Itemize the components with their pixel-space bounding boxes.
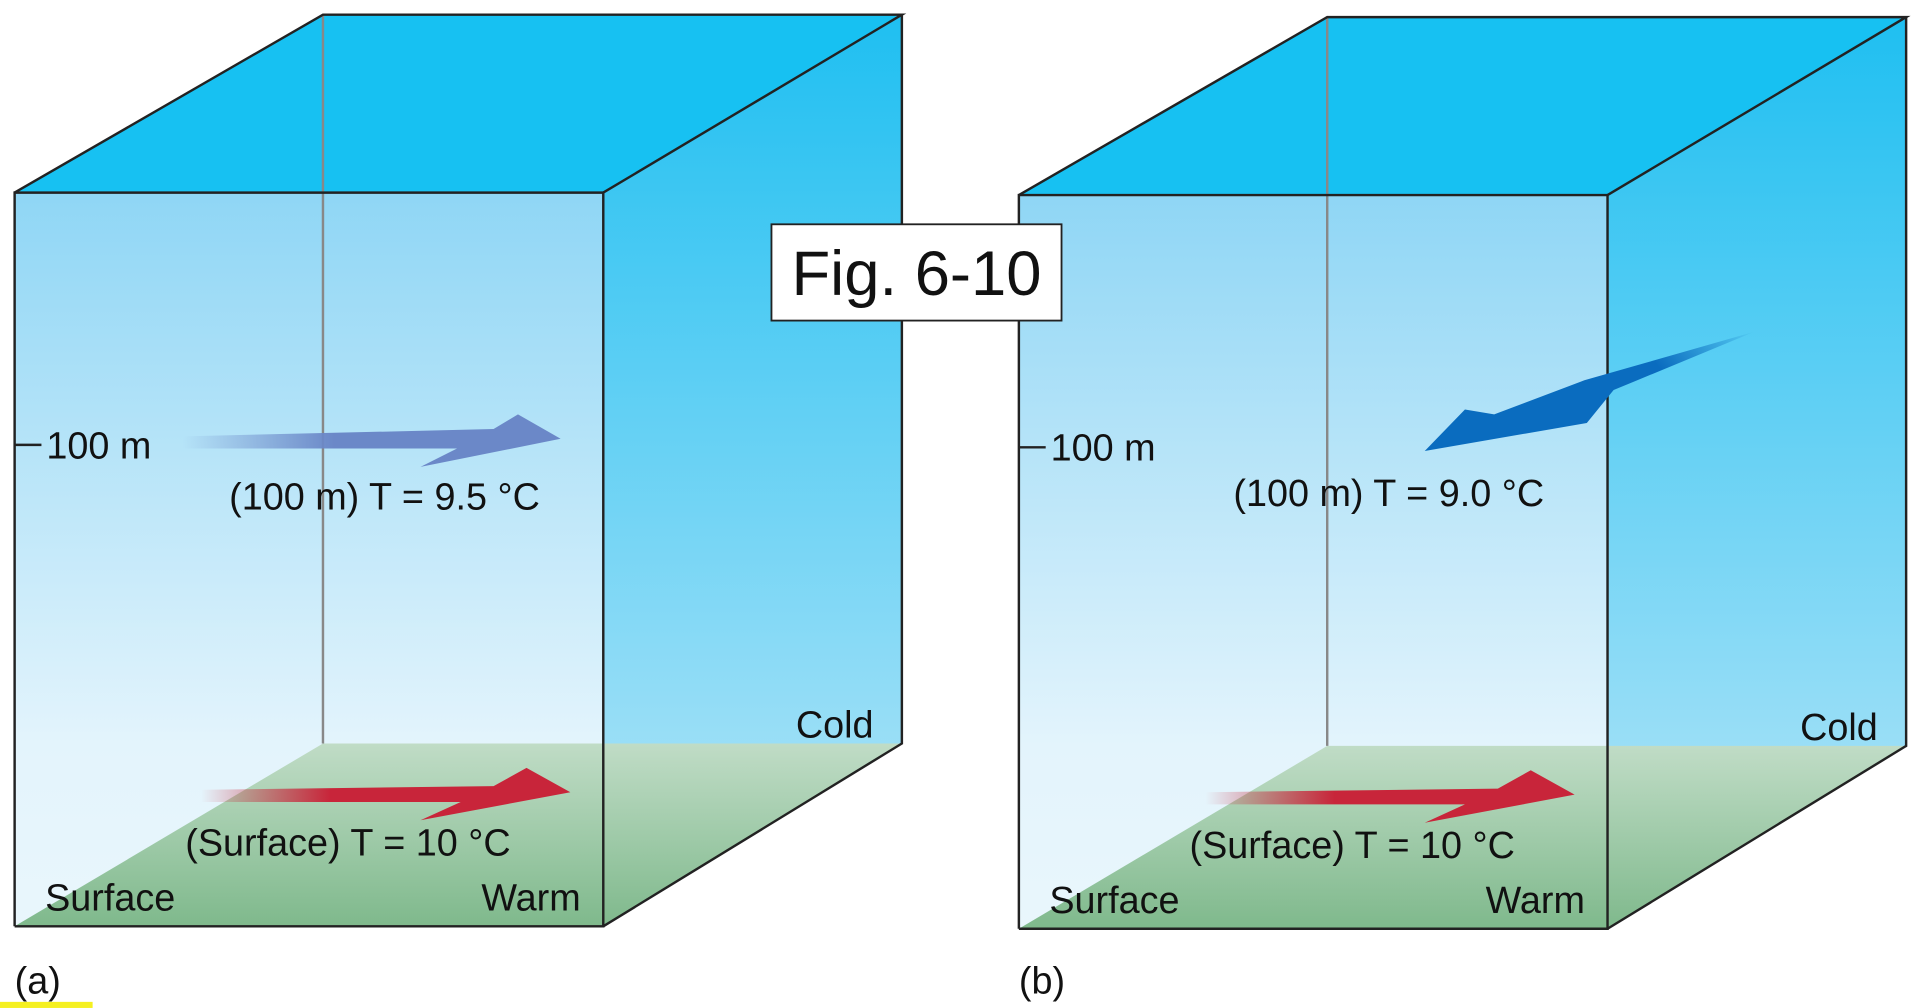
cold-label: Cold xyxy=(1800,707,1878,749)
warm-label: Warm xyxy=(481,877,580,919)
panel-b: 100 m (100 m) T = 9.0 °C (Surface) T = 1… xyxy=(1019,17,1906,1002)
surface-corner: Surface xyxy=(45,877,175,919)
height-label: 100 m xyxy=(46,425,151,467)
cold-label: Cold xyxy=(796,704,874,746)
panel-a: 100 m (100 m) T = 9.5 °C (Surface) T = 1… xyxy=(0,15,902,1008)
warm-label: Warm xyxy=(1486,880,1585,922)
surface-label: (Surface) T = 10 °C xyxy=(185,823,510,865)
figure-label-box: Fig. 6-10 xyxy=(771,224,1061,320)
surface-corner: Surface xyxy=(1049,880,1179,922)
height-label: 100 m xyxy=(1051,428,1156,470)
figure: 100 m (100 m) T = 9.5 °C (Surface) T = 1… xyxy=(0,0,1911,1008)
surface-label: (Surface) T = 10 °C xyxy=(1190,825,1515,867)
highlight xyxy=(0,1002,93,1008)
panel-label: (a) xyxy=(15,960,61,1002)
figure-label: Fig. 6-10 xyxy=(791,239,1041,309)
upper-label: (100 m) T = 9.5 °C xyxy=(229,476,540,518)
upper-label: (100 m) T = 9.0 °C xyxy=(1233,473,1544,515)
panel-label: (b) xyxy=(1019,960,1065,1002)
